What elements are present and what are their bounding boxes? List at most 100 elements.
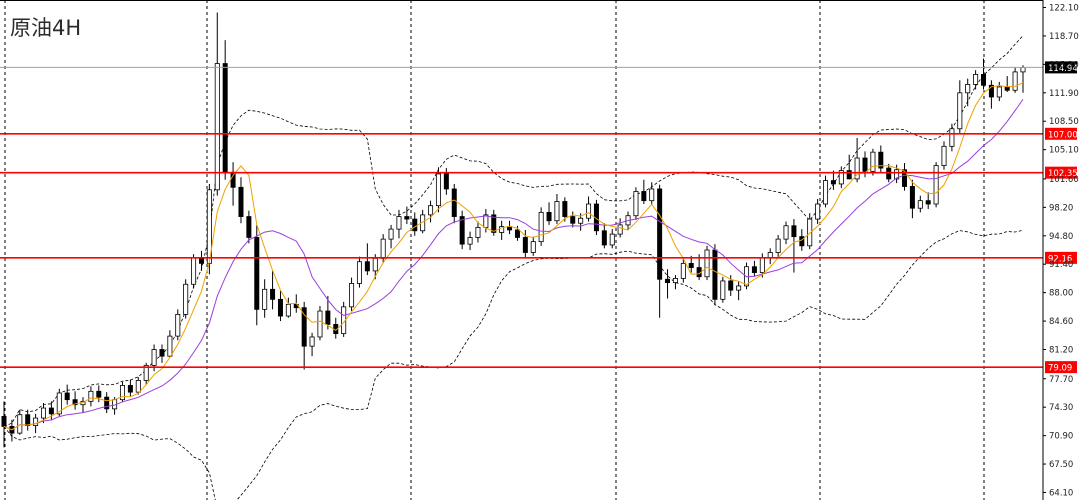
- candle-body: [649, 188, 655, 202]
- y-tick-label: 91.40: [1049, 260, 1073, 270]
- y-tick-label: 67.50: [1049, 460, 1073, 470]
- candle: [838, 166, 844, 189]
- candle: [459, 210, 465, 250]
- candle-body: [783, 225, 789, 240]
- candle-body: [380, 238, 386, 259]
- y-tick-label: 98.20: [1049, 203, 1073, 213]
- candle-body: [641, 191, 647, 202]
- candle-body: [459, 216, 465, 245]
- candle: [48, 401, 54, 420]
- candle-body: [941, 145, 947, 166]
- candle: [88, 386, 94, 407]
- candle: [451, 183, 457, 224]
- candle: [973, 70, 979, 90]
- candle-body: [562, 201, 568, 217]
- candle: [996, 81, 1002, 102]
- candle: [965, 78, 971, 107]
- candle: [325, 295, 331, 330]
- candle: [254, 224, 260, 326]
- candle-body: [246, 216, 252, 238]
- candle: [198, 250, 204, 271]
- horizontal-levels: 107.00 102.35 92.16 79.09 114.94: [0, 61, 1078, 374]
- candle-body: [412, 218, 418, 232]
- candle-body: [617, 224, 623, 235]
- candle-body: [499, 226, 505, 233]
- moving-average-slow-line: [3, 99, 1024, 431]
- candle-body: [467, 237, 473, 245]
- current-price-label: 114.94: [1048, 64, 1078, 74]
- candle-body: [570, 216, 576, 224]
- y-tick-label: 81.20: [1049, 345, 1073, 355]
- candle: [949, 123, 955, 152]
- candle: [285, 297, 291, 318]
- candle-body: [64, 392, 70, 401]
- candle: [562, 197, 568, 222]
- candle: [341, 301, 347, 337]
- candle-body: [609, 233, 615, 246]
- candle-body: [688, 262, 694, 268]
- candle-body: [435, 173, 441, 207]
- candle: [870, 148, 876, 176]
- y-tick-label: 115.30: [1049, 60, 1079, 70]
- bollinger-upper-line: [3, 35, 1024, 427]
- candle: [475, 221, 481, 243]
- candle: [988, 80, 994, 109]
- candle: [396, 209, 402, 239]
- candle-body: [317, 310, 323, 338]
- candle-body: [72, 399, 78, 406]
- candle: [1012, 67, 1018, 93]
- y-tick-label: 74.30: [1049, 403, 1073, 413]
- candle: [404, 206, 410, 225]
- candle: [72, 391, 78, 410]
- candle-body: [167, 335, 173, 357]
- candle: [17, 409, 23, 435]
- candle-body: [88, 390, 94, 402]
- candle: [649, 182, 655, 205]
- candle-body: [601, 230, 607, 246]
- candle-body: [230, 171, 236, 188]
- candle: [767, 248, 773, 265]
- candle-body: [546, 211, 552, 222]
- candle: [388, 224, 394, 249]
- candle: [246, 210, 252, 244]
- candle: [657, 184, 663, 318]
- candle-body: [846, 170, 852, 180]
- candle-body: [751, 266, 757, 273]
- candle-body: [657, 188, 663, 280]
- candle-body: [633, 191, 639, 217]
- candle: [507, 220, 513, 235]
- candle: [96, 385, 102, 403]
- candle: [349, 277, 355, 312]
- candle: [277, 290, 283, 322]
- candle-body: [578, 217, 584, 224]
- candle-body: [262, 288, 268, 310]
- y-tick-label: 70.90: [1049, 432, 1073, 442]
- candle: [941, 141, 947, 170]
- candle-body: [870, 151, 876, 172]
- candle: [1004, 76, 1010, 92]
- candle-body: [949, 128, 955, 147]
- candle-body: [680, 262, 686, 279]
- level-label: 107.00: [1048, 130, 1078, 140]
- candle: [167, 330, 173, 358]
- candle: [641, 179, 647, 205]
- candle-body: [25, 414, 31, 426]
- candle-body: [909, 186, 915, 209]
- candle-body: [388, 228, 394, 240]
- candle: [530, 236, 536, 256]
- candle-body: [159, 349, 165, 357]
- candle: [633, 187, 639, 220]
- current-price-box: [1045, 61, 1077, 74]
- candle: [783, 221, 789, 245]
- candle: [214, 12, 220, 196]
- level-label-box: [1045, 251, 1077, 264]
- candle: [412, 212, 418, 236]
- candle-body: [791, 225, 797, 238]
- candle: [601, 223, 607, 249]
- candle-body: [854, 157, 860, 180]
- candle-body: [491, 214, 497, 233]
- candle: [127, 379, 133, 397]
- candle-body: [301, 307, 307, 347]
- candle-body: [988, 84, 994, 98]
